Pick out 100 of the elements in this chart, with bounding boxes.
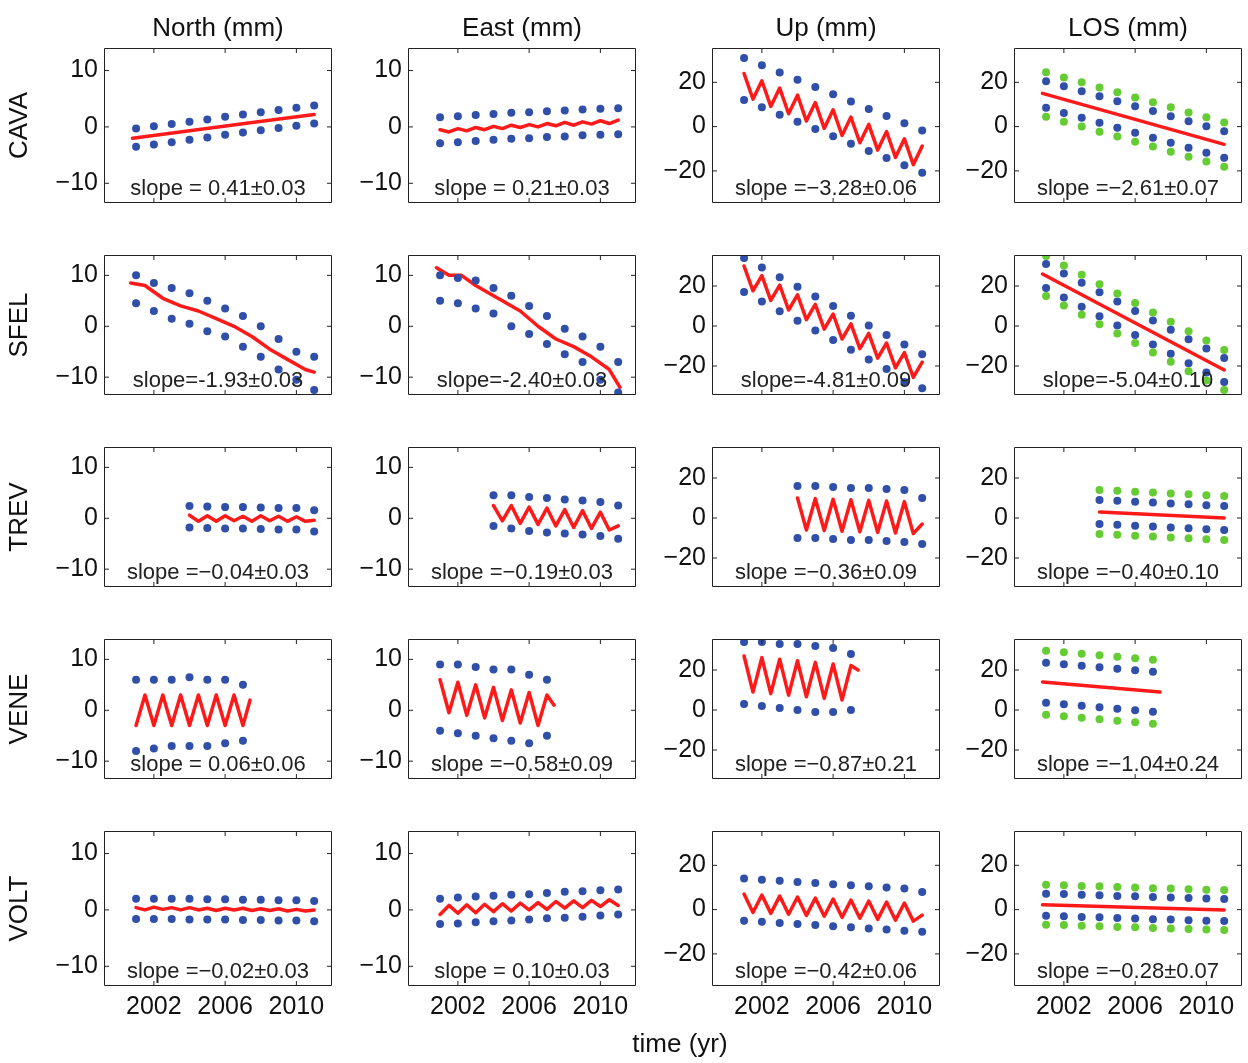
- point: [132, 271, 141, 280]
- y-axis-title: TREV: [2, 481, 33, 552]
- y-tick-label: 10: [70, 451, 98, 480]
- y-tick-label: −10: [55, 745, 98, 774]
- y-tick-label: 10: [70, 259, 98, 288]
- point: [614, 130, 623, 139]
- point: [775, 273, 784, 282]
- point: [1202, 885, 1211, 894]
- point: [1095, 118, 1104, 127]
- point: [1202, 925, 1211, 934]
- point: [167, 314, 176, 323]
- point: [1184, 916, 1193, 925]
- point: [757, 702, 766, 710]
- point: [203, 115, 212, 124]
- point: [1202, 535, 1211, 544]
- y-tick-label: 0: [84, 310, 98, 339]
- point: [846, 706, 855, 714]
- point: [1166, 915, 1175, 924]
- point: [489, 284, 498, 293]
- point: [1059, 73, 1068, 82]
- y-tick-label: 10: [374, 54, 402, 83]
- point: [256, 126, 265, 135]
- point: [1166, 893, 1175, 902]
- point: [507, 291, 516, 300]
- y-axis-title: SFEL: [2, 292, 33, 358]
- point: [757, 297, 766, 306]
- point: [740, 639, 749, 646]
- y-tick-label: 0: [388, 310, 402, 339]
- y-tick-label: −10: [359, 553, 402, 582]
- point: [775, 918, 784, 927]
- point: [793, 282, 802, 291]
- point: [900, 884, 909, 893]
- point: [1131, 892, 1140, 901]
- x-tick-label: 2010: [876, 990, 933, 1019]
- y-tick-label: 20: [678, 269, 706, 298]
- y-tick-label: −10: [359, 361, 402, 390]
- point: [507, 134, 516, 143]
- point: [1077, 881, 1086, 890]
- point: [1202, 113, 1211, 122]
- point: [185, 319, 194, 328]
- point: [489, 891, 498, 900]
- point: [453, 729, 462, 738]
- point: [1220, 118, 1229, 127]
- point: [185, 289, 194, 298]
- point: [793, 920, 802, 928]
- point: [1095, 320, 1104, 329]
- point: [203, 327, 212, 336]
- point: [1042, 911, 1051, 920]
- point: [1113, 652, 1122, 661]
- point: [882, 154, 891, 163]
- point: [1148, 884, 1157, 893]
- point: [614, 885, 623, 894]
- point: [829, 483, 838, 491]
- point: [1148, 892, 1157, 901]
- point: [1059, 881, 1068, 890]
- point: [578, 496, 587, 505]
- point: [310, 917, 319, 926]
- point: [1202, 501, 1211, 510]
- point: [1095, 922, 1104, 931]
- y-tick-label: −20: [663, 733, 706, 762]
- point: [274, 106, 283, 114]
- x-tick-label: 2002: [126, 990, 182, 1019]
- point: [489, 491, 498, 500]
- point: [793, 534, 802, 542]
- y-tick-label: 0: [692, 693, 706, 722]
- point: [900, 926, 909, 935]
- point: [918, 494, 927, 502]
- point: [1202, 122, 1211, 131]
- point: [1113, 883, 1122, 892]
- y-tick-label: 0: [692, 501, 706, 530]
- x-tick-label: 2010: [268, 990, 325, 1019]
- point: [864, 321, 873, 330]
- point: [1202, 344, 1211, 353]
- point: [846, 650, 855, 658]
- point: [221, 895, 230, 904]
- point: [1166, 533, 1175, 542]
- point: [1148, 142, 1157, 151]
- point: [1059, 261, 1068, 270]
- point: [1148, 719, 1157, 728]
- point: [149, 279, 158, 287]
- point: [203, 895, 212, 904]
- y-tick-label: 0: [388, 502, 402, 531]
- y-tick-label: 0: [84, 110, 98, 139]
- point: [811, 125, 820, 134]
- point: [918, 350, 927, 359]
- annotation: slope =−0.02±0.03: [126, 958, 310, 984]
- point: [1184, 143, 1193, 152]
- point: [507, 665, 516, 674]
- point: [1166, 349, 1175, 358]
- point: [1095, 312, 1104, 321]
- point: [221, 304, 230, 313]
- point: [1113, 97, 1122, 106]
- point: [1148, 655, 1157, 664]
- point: [596, 342, 605, 351]
- point: [203, 523, 212, 532]
- point: [578, 530, 587, 539]
- point: [918, 927, 927, 936]
- point: [740, 288, 749, 296]
- point: [1220, 354, 1229, 362]
- point: [864, 484, 873, 492]
